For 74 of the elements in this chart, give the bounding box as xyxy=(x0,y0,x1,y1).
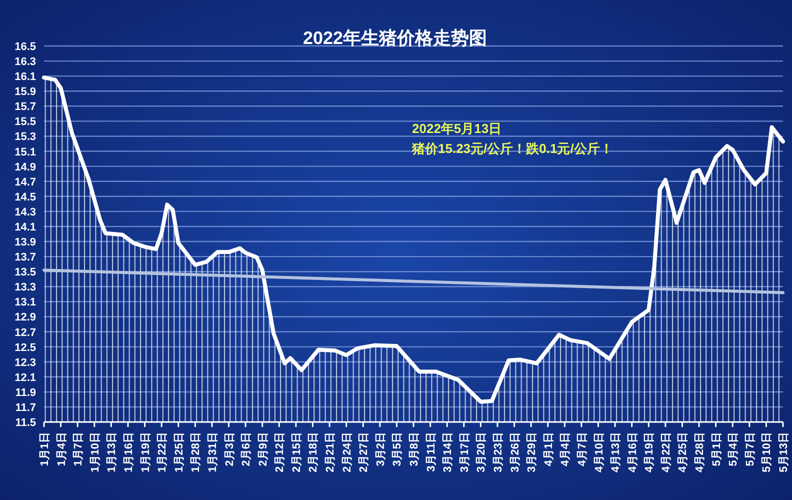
x-tick-label: 4月25日 xyxy=(677,432,690,472)
y-tick-label: 16.1 xyxy=(14,71,36,84)
y-tick-label: 13.9 xyxy=(14,236,36,249)
y-tick-label: 14.5 xyxy=(14,191,36,204)
x-tick-label: 3月5日 xyxy=(392,432,404,466)
x-tick-label: 1月19日 xyxy=(140,432,152,472)
y-tick-label: 11.7 xyxy=(15,402,36,414)
y-tick-label: 12.3 xyxy=(14,356,36,369)
y-tick-label: 12.1 xyxy=(14,372,36,384)
y-tick-label: 13.7 xyxy=(14,252,36,264)
y-tick-label: 13.3 xyxy=(14,282,36,294)
x-tick-label: 5月13日 xyxy=(778,432,790,472)
x-tick-label: 3月29日 xyxy=(526,432,538,472)
y-tick-label: 15.7 xyxy=(14,101,36,114)
x-tick-label: 4月13日 xyxy=(610,432,622,472)
y-tick-label: 14.9 xyxy=(14,161,36,174)
x-tick-label: 5月10日 xyxy=(761,432,774,472)
x-tick-label: 2月15日 xyxy=(290,432,303,472)
x-tick-label: 1月28日 xyxy=(190,432,202,472)
x-tick-label: 1月25日 xyxy=(173,432,186,472)
annotation: 猪价15.23元/公斤！跌0.1元/公斤！ xyxy=(411,141,613,156)
y-tick-label: 13.5 xyxy=(14,266,36,279)
x-tick-label: 3月17日 xyxy=(458,432,471,472)
y-tick-label: 16.3 xyxy=(14,56,36,68)
x-tick-label: 2月12日 xyxy=(274,432,286,472)
x-tick-label: 5月4日 xyxy=(728,432,740,466)
y-tick-label: 15.5 xyxy=(14,116,36,128)
x-tick-label: 1月1日 xyxy=(39,432,51,466)
y-tick-label: 12.7 xyxy=(14,326,36,339)
y-tick-label: 13.1 xyxy=(14,296,36,309)
y-tick-label: 15.9 xyxy=(14,86,36,98)
x-tick-label: 3月8日 xyxy=(408,432,420,466)
x-tick-label: 5月1日 xyxy=(710,432,723,466)
x-tick-label: 2月9日 xyxy=(257,432,270,466)
x-tick-label: 1月4日 xyxy=(56,432,68,466)
y-tick-label: 15.3 xyxy=(14,131,36,144)
y-tick-label: 12.5 xyxy=(14,342,36,354)
y-tick-label: 14.7 xyxy=(14,176,36,188)
x-tick-label: 1月22日 xyxy=(156,432,169,472)
x-tick-label: 3月23日 xyxy=(492,432,504,472)
x-tick-label: 4月7日 xyxy=(576,432,588,466)
y-tick-label: 15.1 xyxy=(14,146,36,158)
chart-title: 2022年生猪价格走势图 xyxy=(302,28,488,48)
x-tick-label: 1月16日 xyxy=(122,432,135,472)
x-tick-label: 4月28日 xyxy=(694,432,706,472)
x-tick-label: 3月26日 xyxy=(509,432,522,472)
x-tick-label: 4月22日 xyxy=(660,432,672,472)
x-tick-label: 5月7日 xyxy=(744,432,756,466)
x-tick-label: 1月10日 xyxy=(89,432,102,472)
x-tick-label: 2月24日 xyxy=(341,432,354,472)
x-tick-label: 3月14日 xyxy=(442,432,454,472)
y-tick-label: 11.9 xyxy=(15,386,36,399)
x-tick-label: 2月18日 xyxy=(308,432,320,472)
y-tick-label: 12.9 xyxy=(14,312,36,324)
y-tick-label: 14.1 xyxy=(14,221,36,234)
annotation: 2022年5月13日 xyxy=(412,121,502,136)
x-tick-label: 1月13日 xyxy=(106,432,118,472)
x-tick-label: 2月6日 xyxy=(240,432,253,466)
x-tick-label: 4月4日 xyxy=(560,432,572,466)
x-tick-label: 3月20日 xyxy=(476,432,488,472)
x-tick-label: 1月31日 xyxy=(206,432,219,472)
x-tick-label: 2月21日 xyxy=(324,432,337,472)
y-tick-label: 11.5 xyxy=(15,417,36,429)
y-tick-label: 14.3 xyxy=(14,206,36,218)
x-tick-label: 2月3日 xyxy=(224,432,236,466)
x-tick-label: 4月1日 xyxy=(542,432,555,466)
x-tick-label: 2月27日 xyxy=(358,432,370,472)
y-tick-label: 16.5 xyxy=(14,41,36,53)
x-tick-label: 1月7日 xyxy=(72,432,85,466)
x-tick-label: 3月11日 xyxy=(425,432,438,472)
x-tick-label: 4月19日 xyxy=(644,432,656,472)
x-tick-label: 3月2日 xyxy=(374,432,387,466)
x-tick-label: 4月16日 xyxy=(626,432,639,472)
x-tick-label: 4月10日 xyxy=(593,432,606,472)
